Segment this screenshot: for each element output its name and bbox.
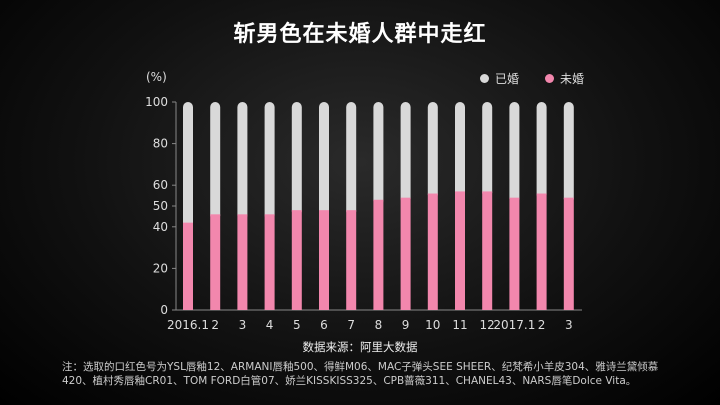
bar-married <box>509 102 520 204</box>
bar-unmarried <box>264 214 275 310</box>
bar-married <box>400 102 411 204</box>
bar-married <box>373 102 384 206</box>
bar-married <box>346 102 357 217</box>
x-tick-label: 2017.1 <box>493 318 535 332</box>
bar-unmarried <box>319 210 329 310</box>
bar-unmarried <box>563 197 574 310</box>
legend-swatch-unmarried <box>545 74 555 83</box>
legend-label-married: 已婚 <box>495 72 520 86</box>
legend: 已婚 未婚 <box>480 70 584 87</box>
legend-item-married: 已婚 <box>480 70 519 87</box>
x-tick-label: 11 <box>452 318 467 332</box>
bar-married <box>183 102 193 229</box>
bar-married <box>264 102 275 221</box>
y-tick-label: 20 <box>153 261 168 275</box>
bar-unmarried <box>210 214 221 310</box>
chart-title: 斩男色在未婚人群中走红 <box>233 22 487 47</box>
x-tick-label: 3 <box>239 318 247 332</box>
y-tick-label: 0 <box>160 303 168 317</box>
x-tick-label: 8 <box>375 318 383 332</box>
footnote: 注：选取的口红色号为YSL唇釉12、ARMANI唇釉500、得鲜M06、MAC子… <box>62 361 659 387</box>
y-tick-label: 50 <box>153 199 168 213</box>
legend-label-unmarried: 未婚 <box>560 72 585 86</box>
bar-married <box>482 102 493 198</box>
x-tick-label: 6 <box>320 318 328 332</box>
x-tick-label: 2016.1 <box>167 318 209 332</box>
bar-married <box>237 102 248 221</box>
bar-unmarried <box>536 193 547 310</box>
data-source: 数据来源：阿里大数据 <box>302 340 418 354</box>
bar-unmarried <box>482 191 493 310</box>
legend-item-unmarried: 未婚 <box>545 70 584 87</box>
bar-unmarried <box>291 210 302 310</box>
legend-swatch-married <box>480 74 489 83</box>
y-tick-label: 40 <box>153 220 168 234</box>
x-tick-label: 12 <box>480 318 495 332</box>
y-tick-label: 100 <box>145 95 168 109</box>
bar-unmarried <box>427 193 438 310</box>
x-tick-label: 2 <box>211 318 219 332</box>
x-tick-label: 4 <box>266 318 274 332</box>
bar-married <box>536 102 547 200</box>
bar-married <box>563 102 574 204</box>
y-tick-label: 80 <box>153 137 168 151</box>
bar-unmarried <box>346 210 357 310</box>
y-tick-label: 60 <box>153 178 168 192</box>
bar-unmarried <box>400 197 411 310</box>
bar-married <box>210 102 221 221</box>
bar-married <box>291 102 302 217</box>
bar-unmarried <box>183 222 193 310</box>
bar-married <box>427 102 438 200</box>
bar-unmarried <box>455 191 465 310</box>
bar-married <box>455 102 465 198</box>
x-tick-label: 3 <box>565 318 573 332</box>
bar-married <box>319 102 329 217</box>
bar-unmarried <box>509 197 520 310</box>
x-tick-label: 2 <box>538 318 546 332</box>
bar-unmarried <box>373 199 384 310</box>
x-tick-label: 7 <box>347 318 355 332</box>
x-tick-label: 9 <box>402 318 410 332</box>
bar-unmarried <box>237 214 248 310</box>
x-tick-label: 5 <box>293 318 301 332</box>
y-axis-unit: (%) <box>146 70 167 84</box>
x-tick-label: 10 <box>425 318 440 332</box>
